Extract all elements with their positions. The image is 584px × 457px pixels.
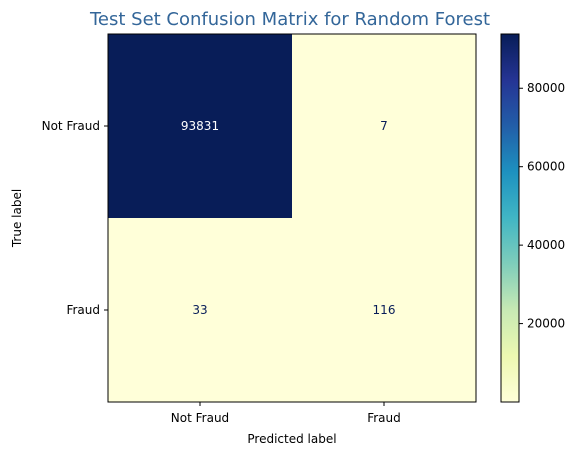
x-tick-label: Fraud (367, 411, 401, 425)
cell-value-labels: 93831 7 33 116 (181, 119, 396, 317)
y-tick-label: Fraud (66, 303, 100, 317)
cell-value-r0-c1: 7 (380, 119, 388, 133)
colorbar-tick-label: 80000 (527, 81, 565, 95)
y-axis-label: True label (10, 189, 24, 248)
y-axis-ticks: Not Fraud Fraud (42, 119, 108, 317)
heatmap-cell-r1-c0 (108, 218, 292, 402)
cell-value-r0-c0: 93831 (181, 119, 219, 133)
colorbar-tick-label: 40000 (527, 238, 565, 252)
heatmap-cell-r0-c1 (292, 34, 476, 218)
colorbar-tick-label: 60000 (527, 160, 565, 174)
x-tick-label: Not Fraud (171, 411, 229, 425)
plot-frame (107, 33, 477, 403)
heatmap-cell-r0-c0 (108, 34, 292, 218)
heatmap-cell-r1-c1 (292, 218, 476, 402)
colorbar-tick-label: 20000 (527, 317, 565, 331)
colorbar (500, 33, 520, 403)
cell-value-r1-c1: 116 (373, 303, 396, 317)
colorbar-ticks: 20000 40000 60000 80000 (519, 81, 565, 331)
chart-title: Test Set Confusion Matrix for Random For… (89, 9, 490, 30)
x-axis-label: Predicted label (247, 432, 336, 446)
heatmap-cells (108, 34, 476, 402)
x-axis-ticks: Not Fraud Fraud (171, 402, 401, 425)
y-tick-label: Not Fraud (42, 119, 100, 133)
cell-value-r1-c0: 33 (192, 303, 207, 317)
